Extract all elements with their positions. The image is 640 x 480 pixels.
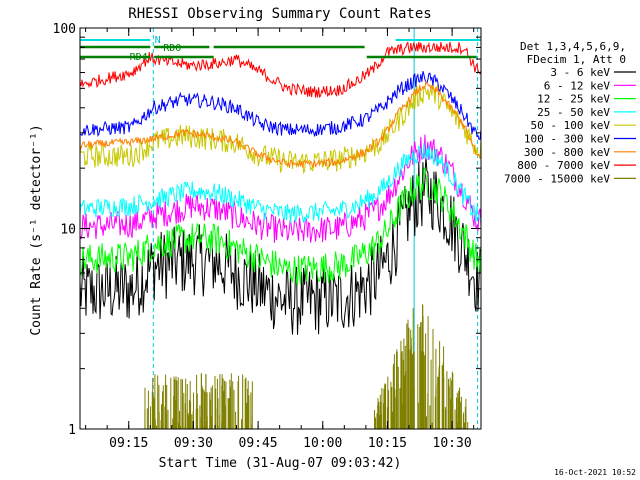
series-line-6 [79, 80, 482, 168]
mode-label-rd4: RD4 [130, 52, 148, 63]
legend-label-0: 3 - 6 keV [550, 66, 610, 79]
chart-title: RHESSI Observing Summary Count Rates [128, 6, 431, 22]
legend-label-3: 25 - 50 keV [537, 106, 610, 119]
series-line-5 [79, 71, 482, 140]
legend-header-1: FDecim 1, Att 0 [527, 53, 626, 66]
y-axis-label: Count Rate (s⁻¹ detector⁻¹) [29, 124, 44, 335]
legend-header-0: Det 1,3,4,5,6,9, [520, 40, 626, 53]
attenuator-label: N [155, 35, 161, 46]
series-line-0 [79, 156, 482, 335]
series-line-1 [79, 134, 482, 243]
legend-label-2: 12 - 25 keV [537, 93, 610, 106]
x-tick-label-0: 09:15 [109, 436, 148, 451]
legend-label-5: 100 - 300 keV [524, 133, 610, 146]
x-tick-label-4: 10:15 [368, 436, 407, 451]
series-line-4 [79, 83, 482, 175]
series-line-7 [79, 41, 482, 98]
legend-label-6: 300 - 800 keV [524, 146, 610, 159]
y-tick-label-1: 10 [60, 223, 76, 238]
legend-label-8: 7000 - 15000 keV [504, 172, 610, 185]
y-tick-label-0: 1 [68, 423, 76, 438]
x-tick-label-2: 09:45 [239, 436, 278, 451]
y-tick-label-2: 100 [53, 22, 76, 37]
legend: Det 1,3,4,5,6,9,FDecim 1, Att 03 - 6 keV… [504, 40, 636, 185]
x-tick-label-1: 09:30 [174, 436, 213, 451]
mode-label-rd0: RD0 [163, 43, 181, 54]
footer-date: 16-Oct-2021 10:52 [554, 468, 636, 477]
series-line-high-energy [144, 304, 469, 429]
legend-label-4: 50 - 100 keV [531, 119, 611, 132]
series-line-2 [79, 167, 482, 286]
x-tick-label-3: 10:00 [303, 436, 342, 451]
legend-label-1: 6 - 12 keV [544, 79, 611, 92]
x-tick-label-5: 10:30 [433, 436, 472, 451]
axes: 09:15 09:30 09:45 10:00 10:15 10:30 1 10 100 [53, 22, 481, 451]
series-line-3 [79, 143, 482, 224]
legend-label-7: 800 - 7000 keV [517, 159, 610, 172]
x-axis-label: Start Time (31-Aug-07 09:03:42) [159, 456, 402, 471]
